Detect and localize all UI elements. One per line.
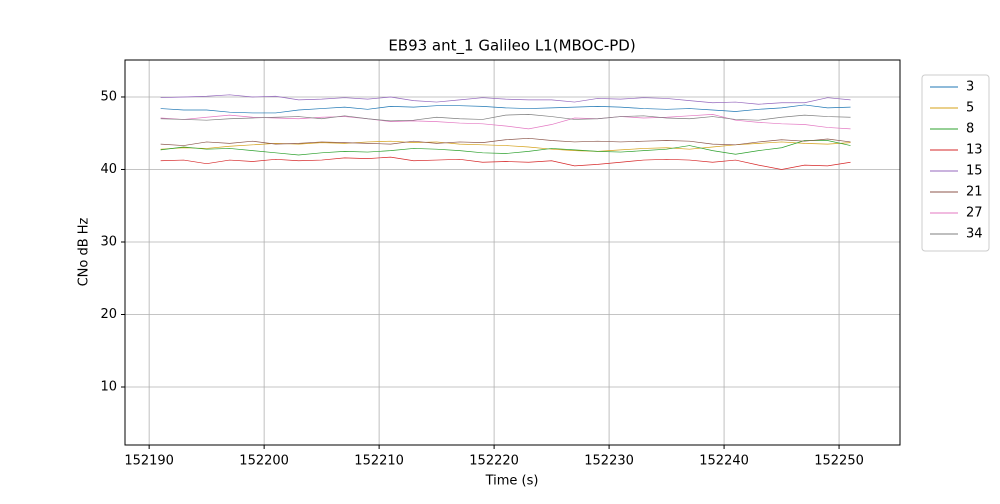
y-tick-label: 40 (100, 162, 117, 177)
y-tick-label: 50 (100, 89, 117, 104)
legend-label: 27 (966, 206, 983, 221)
legend-label: 8 (966, 122, 974, 137)
x-tick-label: 152250 (814, 454, 864, 469)
x-tick-label: 152230 (584, 454, 634, 469)
plot-frame (124, 59, 901, 446)
x-tick-label: 152200 (239, 454, 289, 469)
x-tick-label: 152210 (354, 454, 404, 469)
series-line (160, 114, 851, 130)
y-tick-label: 30 (100, 234, 117, 249)
x-tick-label: 152240 (699, 454, 749, 469)
series-line (160, 137, 851, 146)
series-line (160, 94, 851, 105)
series-line (160, 140, 851, 156)
series-line (160, 114, 851, 122)
legend-label: 13 (966, 143, 983, 158)
legend-label: 21 (966, 185, 983, 200)
series-line (160, 104, 851, 114)
x-axis-label: Time (s) (485, 474, 539, 489)
legend-label: 5 (966, 101, 974, 116)
y-tick-label: 20 (100, 307, 117, 322)
series-line (160, 156, 851, 170)
y-axis-label: CNo dB Hz (77, 217, 92, 286)
x-tick-label: 152220 (469, 454, 519, 469)
legend-label: 3 (966, 80, 974, 95)
x-tick-label: 152190 (124, 454, 174, 469)
legend-box (921, 74, 990, 252)
y-tick-label: 10 (100, 379, 117, 394)
legend-label: 34 (966, 227, 983, 242)
legend-label: 15 (966, 164, 983, 179)
chart-title: EB93 ant_1 Galileo L1(MBOC-PD) (388, 37, 635, 56)
